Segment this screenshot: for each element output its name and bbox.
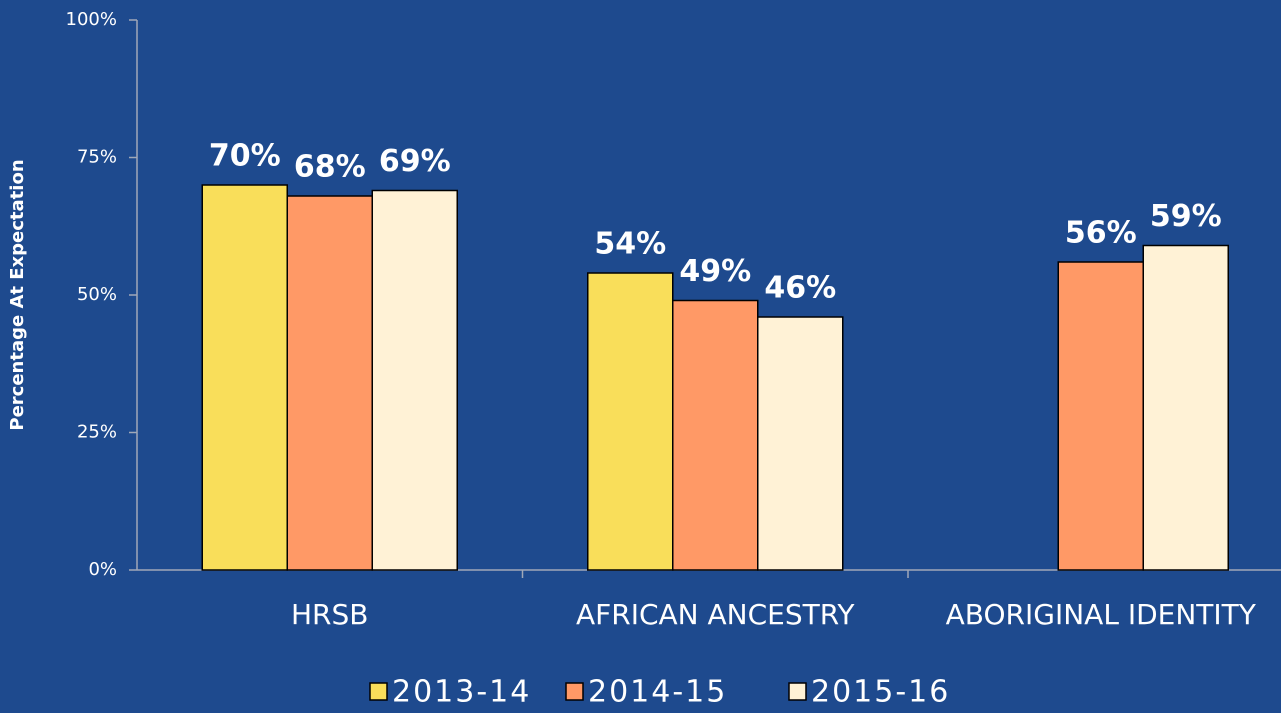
y-tick-label: 100% — [66, 9, 117, 30]
legend-label: 2014-15 — [588, 675, 727, 710]
bar — [371, 189, 458, 571]
value-label: 69% — [379, 144, 451, 179]
value-label: 46% — [764, 271, 836, 306]
y-tick-label: 75% — [77, 147, 117, 168]
bar — [201, 184, 288, 571]
legend-swatch — [369, 682, 388, 701]
bar — [587, 272, 674, 571]
y-tick-label: 50% — [77, 284, 117, 305]
bar — [286, 195, 373, 571]
bar — [1142, 244, 1229, 571]
x-tick-label-box: HRSB — [291, 598, 369, 631]
bar — [757, 316, 844, 571]
bar — [1057, 261, 1144, 571]
y-tick-label: 0% — [88, 559, 117, 580]
y-tick-label: 25% — [77, 422, 117, 443]
legend-swatch — [788, 682, 807, 701]
x-tick-label-box: AFRICAN ANCESTRY — [575, 598, 855, 631]
x-tick-label: HRSB — [291, 598, 369, 631]
value-label: 68% — [294, 150, 366, 185]
bar — [672, 299, 759, 571]
value-label: 59% — [1150, 199, 1222, 234]
x-tick-label-box: ABORIGINAL IDENTITY — [945, 598, 1256, 631]
x-tick-label: AFRICAN ANCESTRY — [575, 598, 855, 631]
legend-label: 2013-14 — [392, 675, 531, 710]
x-tick-label: ABORIGINAL IDENTITY — [945, 598, 1256, 631]
legend-label: 2015-16 — [811, 675, 950, 710]
value-label: 49% — [679, 254, 751, 289]
value-label: 70% — [209, 139, 281, 174]
legend-swatch — [565, 682, 584, 701]
value-label: 56% — [1065, 216, 1137, 251]
y-axis-title: Percentage At Expectation — [7, 159, 28, 430]
value-label: 54% — [594, 227, 666, 262]
